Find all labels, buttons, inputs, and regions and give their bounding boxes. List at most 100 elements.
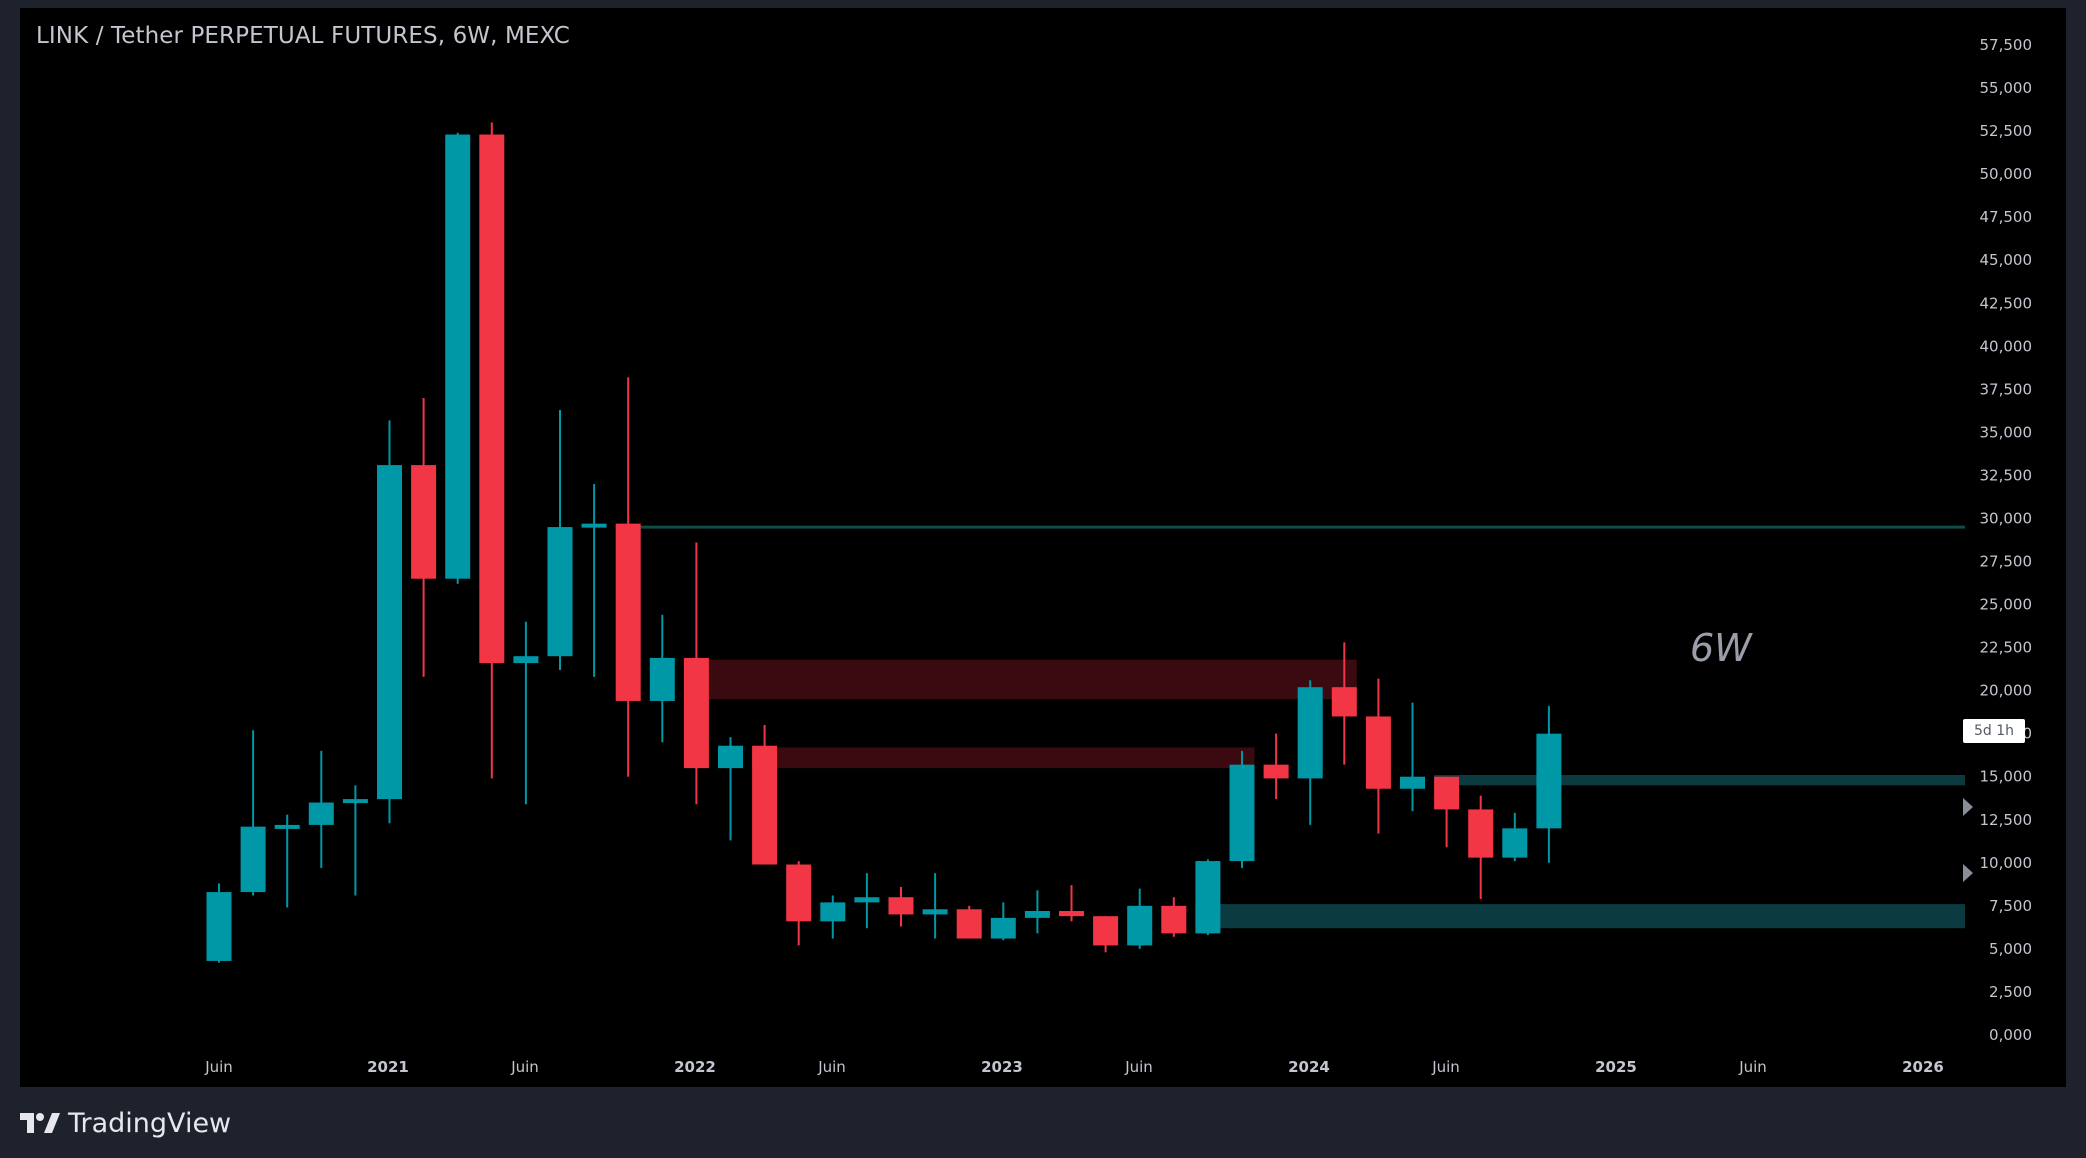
candle-body xyxy=(479,134,505,664)
candle xyxy=(922,873,948,939)
candle-body xyxy=(956,909,982,939)
candle-body xyxy=(649,657,675,701)
candle xyxy=(445,132,471,584)
candle-body xyxy=(342,799,368,804)
time-tick-label: 2024 xyxy=(1288,1058,1330,1076)
price-tick-label: 12,500 xyxy=(1980,811,2033,829)
candle xyxy=(479,122,505,779)
candle-body xyxy=(547,527,573,657)
price-marker-arrow xyxy=(1963,798,1973,816)
price-tick-label: 20,000 xyxy=(1980,682,2033,700)
candle xyxy=(820,895,846,939)
tradingview-logo-icon xyxy=(20,1113,60,1133)
candle xyxy=(1502,812,1528,862)
candle xyxy=(786,861,812,946)
time-axis[interactable]: Juin 2021 Juin 2022 Juin 2023 Juin 2024 Juin 2025… xyxy=(204,1058,1944,1076)
candle-body xyxy=(377,465,402,800)
candle xyxy=(342,785,368,896)
candle xyxy=(1400,702,1425,812)
price-tick-label: 57,500 xyxy=(1980,36,2033,54)
candle xyxy=(854,873,880,929)
timeframe-annotation: 6W xyxy=(1690,626,1752,670)
price-marker-arrow xyxy=(1963,864,1973,882)
price-axis[interactable]: 57,500 55,000 52,500 50,000 47,500 45,000 42,5… xyxy=(1980,36,2033,1044)
candle-body xyxy=(411,465,437,579)
price-tick-label: 47,500 xyxy=(1980,208,2033,226)
candle xyxy=(1263,733,1289,800)
price-tick-label: 45,000 xyxy=(1980,251,2033,269)
chart-area[interactable]: 57,500 55,000 52,500 50,000 47,500 45,000 42,5… xyxy=(20,8,2066,1087)
price-tick-label: 7,500 xyxy=(1989,897,2032,915)
bar-countdown-badge: 5d 1h xyxy=(1963,719,2025,743)
candle xyxy=(1536,706,1562,863)
candle xyxy=(581,484,607,677)
candle xyxy=(1161,897,1187,937)
candle xyxy=(411,397,437,677)
tradingview-wordmark: TradingView xyxy=(68,1107,232,1139)
candle xyxy=(1059,885,1084,922)
candle-body xyxy=(240,826,266,893)
candle-body xyxy=(854,897,880,903)
candle xyxy=(1365,678,1391,834)
chart-title: LINK / Tether PERPETUAL FUTURES, 6W, MEX… xyxy=(36,23,570,49)
candle-body xyxy=(1195,861,1221,934)
tradingview-brand[interactable]: TradingView xyxy=(20,1106,231,1140)
demand-zone-2 xyxy=(1434,774,1965,786)
candle xyxy=(1297,680,1323,825)
price-tick-label: 22,500 xyxy=(1980,639,2033,657)
candle-body xyxy=(718,745,743,769)
candle-body xyxy=(1434,776,1460,810)
candle-body xyxy=(1263,764,1289,779)
candle-body xyxy=(274,824,300,829)
price-chart[interactable]: 57,500 55,000 52,500 50,000 47,500 45,000 42,5… xyxy=(20,8,2066,1087)
time-tick-label: 2025 xyxy=(1595,1058,1637,1076)
candle xyxy=(888,886,914,927)
candle xyxy=(206,883,232,963)
candle xyxy=(683,542,709,805)
candle-body xyxy=(786,864,812,922)
candle-body xyxy=(1502,828,1528,858)
candle xyxy=(1434,776,1460,848)
price-tick-label: 55,000 xyxy=(1980,79,2033,97)
candle-body xyxy=(615,523,641,701)
candle xyxy=(377,420,402,824)
time-tick-label: 2021 xyxy=(367,1058,409,1076)
candle-body xyxy=(888,897,914,915)
time-tick-label: 2026 xyxy=(1902,1058,1944,1076)
supply-zone-0 xyxy=(683,659,1357,700)
price-tick-label: 10,000 xyxy=(1980,854,2033,872)
candle xyxy=(1093,916,1119,953)
price-tick-label: 37,500 xyxy=(1980,380,2033,398)
candle xyxy=(1468,795,1494,899)
candle-body xyxy=(1229,764,1255,862)
candle xyxy=(615,377,641,777)
zones-layer xyxy=(683,659,1965,929)
candle-body xyxy=(581,523,607,528)
price-tick-label: 35,000 xyxy=(1980,423,2033,441)
price-tick-label: 25,000 xyxy=(1980,596,2033,614)
candle-body xyxy=(1365,716,1391,789)
candle-body xyxy=(820,902,846,922)
price-tick-label: 50,000 xyxy=(1980,165,2033,183)
time-tick-label: Juin xyxy=(1124,1058,1153,1076)
price-tick-label: 40,000 xyxy=(1980,337,2033,355)
candle-body xyxy=(752,745,778,865)
candle xyxy=(274,814,300,908)
candle xyxy=(1127,888,1153,949)
candle xyxy=(752,725,778,865)
candle-body xyxy=(990,917,1016,939)
price-tick-label: 30,000 xyxy=(1980,509,2033,527)
candle xyxy=(308,750,334,868)
time-tick-label: Juin xyxy=(817,1058,846,1076)
price-tick-label: 27,500 xyxy=(1980,553,2033,571)
candle-body xyxy=(1331,687,1357,717)
candle-body xyxy=(513,656,539,664)
supply-zone-1 xyxy=(752,747,1255,769)
price-tick-label: 2,500 xyxy=(1989,983,2032,1001)
candle-body xyxy=(1024,910,1050,918)
candle-body xyxy=(206,892,232,961)
candle xyxy=(1331,642,1357,765)
candle xyxy=(1229,750,1255,868)
price-tick-label: 52,500 xyxy=(1980,122,2033,140)
candle xyxy=(513,621,539,805)
